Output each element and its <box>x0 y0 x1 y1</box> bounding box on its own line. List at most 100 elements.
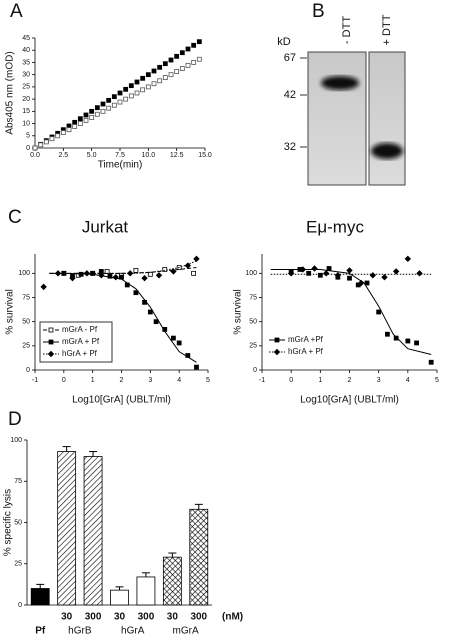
point <box>174 53 180 59</box>
point <box>145 72 151 78</box>
point <box>69 274 76 282</box>
point <box>151 68 157 74</box>
point <box>134 90 140 96</box>
point <box>133 290 139 296</box>
x-tick-label: 1 <box>91 377 95 384</box>
y-tick-label: 0 <box>26 367 30 374</box>
y-tick-label: 0 <box>26 145 30 152</box>
point <box>111 102 117 108</box>
point <box>176 340 182 346</box>
x-tick-label: 5 <box>206 377 210 384</box>
point <box>334 272 342 279</box>
point <box>141 274 148 282</box>
point <box>376 309 382 315</box>
gel-lane-label: - DTT <box>341 16 353 44</box>
point <box>106 97 112 103</box>
group-label: hGrA <box>121 626 145 636</box>
y-tick-label: 75 <box>22 294 30 301</box>
x-tick-label: 5.0 <box>87 152 97 159</box>
point <box>346 267 353 274</box>
point <box>185 353 191 358</box>
x-tick-label: 30 <box>114 612 126 623</box>
point <box>317 272 323 278</box>
x-tick-label: 30 <box>167 612 179 623</box>
point <box>142 299 147 305</box>
legend-marker <box>48 339 54 345</box>
bar <box>136 576 156 606</box>
point <box>364 280 370 286</box>
y-tick-label: 0 <box>253 367 257 374</box>
point <box>162 326 168 332</box>
point <box>392 268 400 275</box>
point <box>369 272 377 279</box>
gel-marker: 32 <box>284 141 296 153</box>
point <box>112 274 119 281</box>
legend-label: hGrA + Pf <box>288 347 324 356</box>
point <box>162 61 168 67</box>
point <box>414 340 419 346</box>
x-tick-label: 2.5 <box>58 152 68 159</box>
x-tick-label: -1 <box>259 377 265 384</box>
y-tick-label: 40 <box>22 47 30 54</box>
legend-marker <box>48 327 54 333</box>
point <box>381 274 388 281</box>
point <box>179 50 185 56</box>
point <box>100 101 106 107</box>
x-tick-label: 0 <box>289 377 293 384</box>
fit-line <box>49 272 197 363</box>
bar <box>30 588 50 606</box>
point <box>123 86 129 92</box>
panel-label: B <box>312 1 325 22</box>
bar <box>162 556 182 606</box>
point <box>168 72 174 78</box>
point <box>72 119 78 125</box>
point <box>140 87 146 93</box>
point <box>128 83 134 89</box>
point <box>322 270 330 277</box>
point <box>185 46 191 52</box>
group-label: mGrA <box>173 626 199 636</box>
point <box>162 75 168 80</box>
x-tick-label: 3 <box>148 377 152 384</box>
panel-label: C <box>8 207 22 228</box>
point <box>157 78 163 84</box>
point <box>94 111 100 117</box>
x-axis-label: Log10[GrA] (UBLT/ml) <box>72 395 171 406</box>
x-tick-label: 1 <box>318 377 322 384</box>
x-tick-label: 300 <box>138 612 155 623</box>
point <box>153 319 159 325</box>
point <box>83 112 89 118</box>
point <box>77 116 83 122</box>
point <box>38 142 44 148</box>
y-tick-label: 15 <box>22 108 30 115</box>
point <box>94 105 100 111</box>
gel-unit: kD <box>277 36 291 48</box>
point <box>40 283 47 291</box>
point <box>98 272 105 279</box>
point <box>287 270 295 277</box>
point <box>123 96 129 102</box>
point <box>140 75 146 81</box>
gel-band <box>371 143 403 159</box>
point <box>111 94 117 100</box>
y-tick-label: 100 <box>10 437 22 444</box>
x-tick-label: 2 <box>120 377 124 384</box>
gel-marker: 67 <box>284 52 296 64</box>
point <box>196 56 202 62</box>
point <box>194 364 199 370</box>
x-tick-label: Pf <box>35 626 46 636</box>
y-axis-label: % survival <box>5 289 16 335</box>
legend-label: mGrA +Pf <box>288 335 324 344</box>
point <box>184 262 192 269</box>
point <box>191 60 197 65</box>
point <box>54 270 62 277</box>
point <box>185 62 191 68</box>
chart-title: Eμ-myc <box>306 217 364 236</box>
bar <box>189 508 209 606</box>
point <box>326 266 332 271</box>
point <box>106 105 112 111</box>
x-tick-label: 30 <box>61 612 73 623</box>
y-axis-label: % survival <box>233 289 244 335</box>
point <box>119 274 124 280</box>
point <box>83 270 91 277</box>
